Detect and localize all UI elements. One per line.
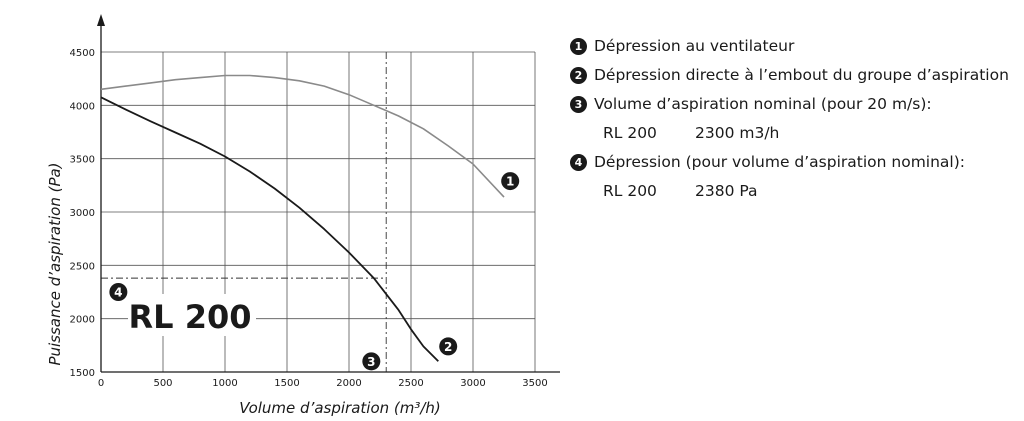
- x-tick-label-2500: 2500: [398, 378, 423, 389]
- legend-item-4-detail: RL 200 2380 Pa: [570, 177, 1020, 206]
- y-tick-labels: 1500 2000 2500 3000 3500 4000 4500: [70, 48, 95, 379]
- y-axis-arrow-icon: [97, 14, 105, 26]
- x-axis-label: Volume d’aspiration (m³/h): [239, 399, 441, 417]
- marker-2-icon: 2: [570, 67, 587, 84]
- legend-item-4-model: RL 200: [603, 182, 657, 200]
- legend-item-2-text: Dépression directe à l’embout du groupe …: [594, 66, 1009, 84]
- x-tick-label-0: 0: [98, 378, 104, 389]
- x-tick-label-500: 500: [153, 378, 172, 389]
- chart-marker-3-label: 3: [367, 355, 375, 369]
- legend-item-2: 2 Dépression directe à l’embout du group…: [570, 61, 1020, 90]
- chart-markers: 1 2 3 4: [109, 172, 520, 371]
- legend-item-3-value: 2300 m3/h: [695, 124, 780, 142]
- y-tick-label-4000: 4000: [70, 101, 95, 112]
- chart-marker-3-icon: [362, 352, 381, 371]
- x-tick-label-3500: 3500: [522, 378, 547, 389]
- legend-item-3-text: Volume d’aspiration nominal (pour 20 m/s…: [594, 95, 932, 113]
- chart-marker-2-label: 2: [444, 340, 452, 354]
- legend-item-4-text: Dépression (pour volume d’aspiration nom…: [594, 153, 965, 171]
- x-tick-label-1500: 1500: [274, 378, 299, 389]
- chart-marker-4-label: 4: [114, 286, 122, 300]
- legend-item-4: 4 Dépression (pour volume d’aspiration n…: [570, 148, 1020, 177]
- legend-item-3-detail: RL 200 2300 m3/h: [570, 119, 1020, 148]
- nominal-reference-lines: [101, 52, 387, 372]
- y-tick-label-1500: 1500: [70, 368, 95, 379]
- y-tick-label-3000: 3000: [70, 208, 95, 219]
- y-tick-label-4500: 4500: [70, 48, 95, 59]
- y-axis-label: Puissance d’aspiration (Pa): [46, 162, 64, 365]
- chart-series: [100, 74, 505, 362]
- chart-label-background: [128, 294, 256, 336]
- legend-item-1: 1 Dépression au ventilateur: [570, 32, 1020, 61]
- x-tick-label-1000: 1000: [212, 378, 237, 389]
- legend-item-1-text: Dépression au ventilateur: [594, 37, 795, 55]
- marker-3-icon: 3: [570, 96, 587, 113]
- marker-1-icon: 1: [570, 38, 587, 55]
- chart-axes: [97, 14, 560, 373]
- legend-item-4-value: 2380 Pa: [695, 182, 758, 200]
- marker-4-icon: 4: [570, 154, 587, 171]
- y-tick-label-3500: 3500: [70, 155, 95, 166]
- chart-marker-2-icon: [439, 337, 458, 356]
- chart-marker-4-icon: [109, 283, 128, 301]
- chart-marker-1-label: 1: [506, 175, 514, 189]
- series-1-line: [100, 74, 505, 198]
- suction-chart: 0 500 1000 1500 2000 2500 3000 3500 1500 2000 250…: [46, 14, 560, 417]
- legend: 1 Dépression au ventilateur 2 Dépression…: [570, 32, 1020, 206]
- series-2-line: [100, 96, 439, 362]
- chart-grid: [101, 51, 536, 372]
- chart-model-label: RL 200: [129, 298, 252, 336]
- legend-item-3: 3 Volume d’aspiration nominal (pour 20 m…: [570, 90, 1020, 119]
- x-tick-label-3000: 3000: [460, 378, 485, 389]
- x-tick-labels: 0 500 1000 1500 2000 2500 3000 3500: [98, 378, 548, 389]
- legend-item-3-model: RL 200: [603, 124, 657, 142]
- y-tick-label-2000: 2000: [70, 315, 95, 326]
- x-tick-label-2000: 2000: [336, 378, 361, 389]
- chart-marker-1-icon: [501, 172, 520, 191]
- y-tick-label-2500: 2500: [70, 261, 95, 272]
